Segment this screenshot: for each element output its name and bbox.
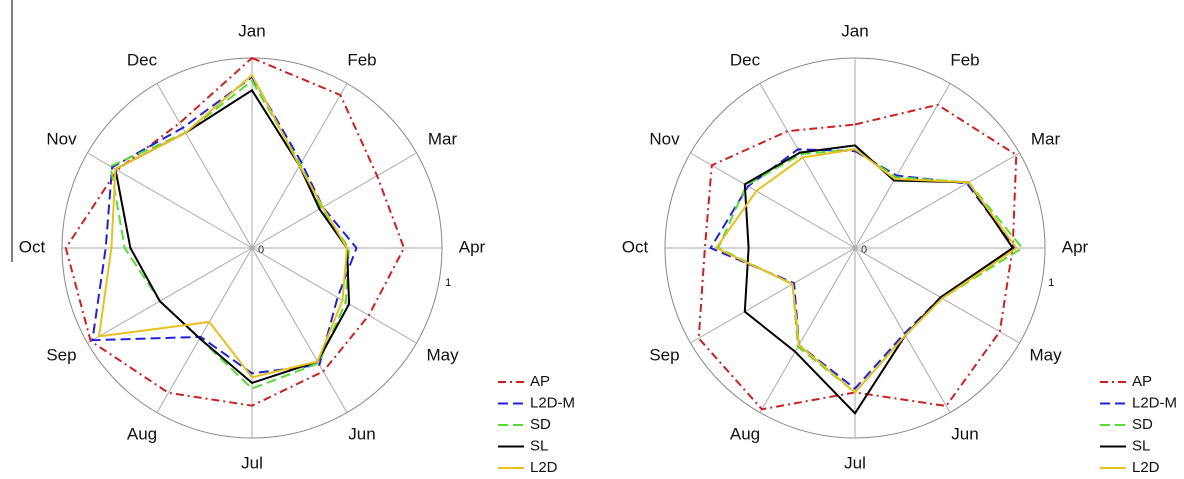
category-label: Aug	[730, 425, 760, 444]
category-label: Oct	[622, 237, 649, 256]
spoke	[251, 247, 417, 344]
spoke	[251, 247, 348, 413]
category-label: Sep	[649, 345, 679, 364]
category-label: Jul	[844, 453, 866, 472]
category-label: Apr	[459, 237, 486, 256]
spoke	[854, 152, 1020, 249]
spoke	[854, 247, 951, 413]
category-label: Nov	[649, 129, 680, 148]
r-tick-label: 1	[445, 277, 451, 289]
spoke	[759, 83, 856, 249]
series-line	[64, 56, 406, 407]
spoke	[251, 152, 417, 249]
category-label: Oct	[19, 237, 46, 256]
spoke	[759, 247, 856, 413]
series-line	[91, 75, 358, 375]
legend-label: SL	[1132, 437, 1150, 454]
category-label: Apr	[1062, 237, 1089, 256]
category-label: Dec	[730, 50, 761, 69]
series-line	[709, 148, 1017, 390]
category-label: Dec	[127, 50, 158, 69]
legend-label: AP	[530, 373, 550, 390]
category-label: Jun	[348, 425, 375, 444]
category-label: Jan	[238, 21, 265, 40]
category-label: Jan	[841, 21, 868, 40]
category-label: Aug	[127, 425, 157, 444]
r-tick-label: 0	[258, 244, 264, 256]
legend-label: L2D	[1132, 459, 1160, 476]
category-label: Nov	[46, 129, 77, 148]
legend-label: SD	[530, 416, 551, 433]
category-label: Sep	[46, 345, 76, 364]
spoke	[690, 247, 856, 344]
spoke	[156, 83, 253, 249]
r-tick-label: 1	[1048, 277, 1054, 289]
series-line	[97, 73, 349, 379]
spoke	[854, 83, 951, 249]
legend-label: L2D	[530, 459, 558, 476]
category-label: Mar	[428, 129, 458, 148]
legend-label: SD	[1132, 416, 1153, 433]
category-label: Mar	[1031, 129, 1061, 148]
legend-label: L2D-M	[530, 394, 575, 411]
series-line	[714, 148, 1018, 394]
spoke	[690, 152, 856, 249]
spoke	[854, 247, 1020, 344]
category-label: Jul	[241, 453, 263, 472]
category-label: Feb	[950, 50, 979, 69]
r-tick-label: 0	[861, 244, 867, 256]
category-label: Feb	[347, 50, 376, 69]
legend-label: L2D-M	[1132, 394, 1177, 411]
legend-label: AP	[1132, 373, 1152, 390]
category-label: Jun	[951, 425, 978, 444]
series-line	[109, 79, 350, 390]
spoke	[87, 247, 253, 344]
category-label: May	[1029, 345, 1062, 364]
spoke	[156, 247, 253, 413]
category-label: May	[426, 345, 459, 364]
series-line	[697, 103, 1018, 411]
legend-label: SL	[530, 437, 548, 454]
